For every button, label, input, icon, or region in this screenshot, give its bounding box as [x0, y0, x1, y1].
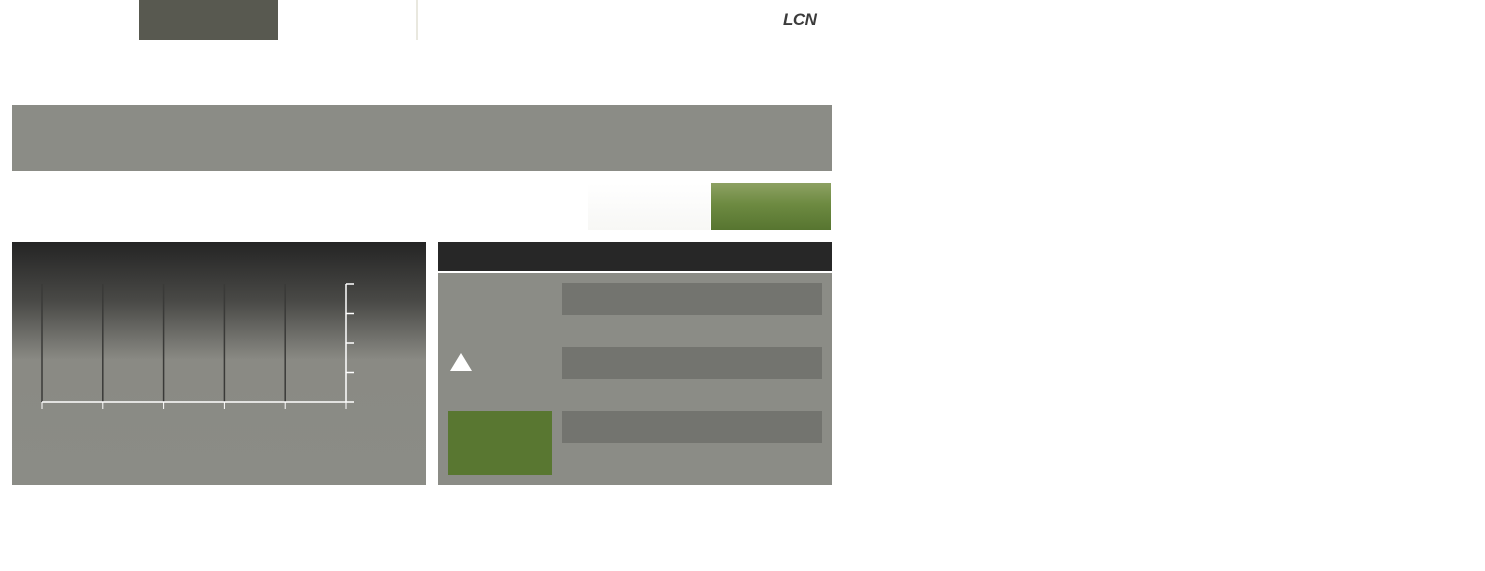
primary-button[interactable] [711, 183, 831, 230]
status-tile[interactable] [448, 411, 552, 475]
side-field-1[interactable] [562, 283, 822, 315]
chart-grid [41, 284, 286, 402]
side-field-2[interactable] [562, 347, 822, 379]
header-divider [416, 0, 418, 40]
side-panel-header [438, 242, 832, 271]
page-banner [12, 105, 832, 171]
y-axis [345, 283, 354, 403]
side-field-3[interactable] [562, 411, 822, 443]
chart-panel [12, 242, 426, 485]
chart [41, 283, 354, 409]
side-panel-body [438, 273, 832, 485]
secondary-button[interactable] [588, 183, 710, 230]
warning-triangle-icon [450, 353, 472, 371]
brand-logo: LCN [783, 10, 817, 29]
header-tab[interactable] [139, 0, 278, 40]
x-axis [41, 401, 347, 409]
